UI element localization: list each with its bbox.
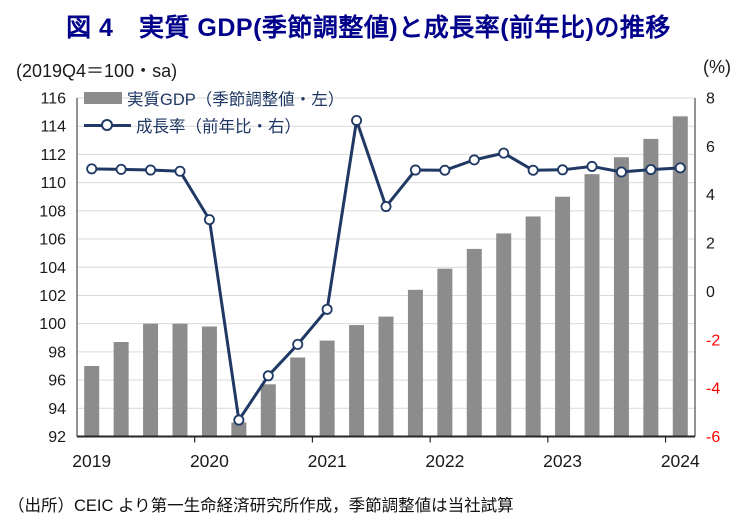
bar-2019Q4 (172, 323, 188, 437)
marker-2020Q1 (203, 214, 215, 226)
bar-2021Q2 (349, 325, 365, 437)
left-tick-label: 110 (40, 175, 66, 192)
x-year-label: 2019 (72, 451, 111, 471)
marker-2019Q2 (115, 163, 127, 175)
marker-2021Q4 (409, 164, 421, 176)
left-tick-label: 96 (48, 373, 66, 390)
gdp-bar-swatch-icon (84, 92, 122, 104)
right-tick-label: -4 (706, 381, 720, 398)
left-tick-label: 104 (39, 260, 66, 277)
chart-title: 図 4 実質 GDP(季節調整値)と成長率(前年比)の推移 (66, 14, 671, 42)
marker-2020Q4 (292, 338, 304, 350)
bar-2021Q1 (319, 340, 335, 437)
marker-2022Q3 (498, 147, 510, 159)
right-tick-label: -2 (706, 332, 720, 349)
marker-2019Q4 (174, 165, 186, 177)
left-tick-label: 100 (39, 316, 66, 333)
left-tick-label: 94 (48, 401, 66, 418)
bar-2020Q1 (201, 326, 217, 437)
marker-2023Q1 (557, 164, 569, 176)
right-tick-label: 4 (706, 187, 715, 204)
bar-2020Q4 (290, 357, 306, 437)
left-axis-unit-label: (2019Q4＝100・sa) (16, 61, 178, 81)
source-note: （出所）CEIC より第一生命経済研究所作成，季節調整値は当社試算 (8, 497, 514, 515)
bar-2021Q4 (407, 289, 423, 437)
marker-2021Q3 (380, 201, 392, 213)
bar-2021Q3 (378, 316, 394, 437)
left-tick-label: 112 (40, 147, 66, 164)
x-year-label: 2022 (425, 451, 464, 471)
legend-item-growth: 成長率（前年比・右） (84, 117, 344, 136)
left-tick-label: 108 (39, 203, 66, 220)
x-year-label: 2023 (543, 451, 582, 471)
left-tick-label: 114 (40, 119, 66, 136)
bar-2023Q3 (613, 157, 629, 437)
bar-2023Q2 (584, 174, 600, 437)
marker-2022Q1 (439, 164, 451, 176)
bar-2020Q2 (231, 422, 247, 437)
marker-2023Q4 (645, 164, 657, 176)
bar-2023Q1 (555, 196, 571, 437)
marker-2020Q3 (262, 370, 274, 382)
bar-2024Q1 (672, 116, 688, 437)
marker-2019Q1 (86, 163, 98, 175)
marker-2023Q2 (586, 160, 598, 172)
left-tick-label: 102 (39, 288, 66, 305)
right-tick-label: 0 (706, 284, 715, 301)
marker-2021Q1 (321, 303, 333, 315)
left-tick-label: 106 (39, 232, 66, 249)
marker-2020Q2 (233, 414, 245, 426)
bar-2022Q4 (525, 216, 541, 437)
x-year-label: 2020 (190, 451, 229, 471)
bar-2022Q1 (437, 268, 453, 437)
right-axis-unit-label: (%) (703, 57, 731, 77)
legend-label-growth: 成長率（前年比・右） (136, 118, 301, 136)
bar-2022Q2 (466, 248, 482, 437)
bar-2022Q3 (496, 233, 512, 437)
bar-2019Q3 (143, 323, 159, 437)
marker-2022Q2 (468, 154, 480, 166)
chart-legend: 実質GDP（季節調整値・左） 成長率（前年比・右） (84, 90, 344, 144)
right-tick-label: 8 (706, 91, 715, 108)
right-tick-label: 2 (706, 236, 715, 253)
left-tick-label: 98 (48, 344, 66, 361)
marker-2021Q2 (351, 114, 363, 126)
left-tick-label: 116 (40, 91, 66, 108)
left-tick-label: 92 (48, 429, 66, 446)
x-year-label: 2021 (308, 451, 347, 471)
legend-item-gdp: 実質GDP（季節調整値・左） (84, 90, 344, 109)
right-tick-label: 6 (706, 139, 715, 156)
marker-2023Q3 (615, 166, 627, 178)
marker-2024Q1 (674, 162, 686, 174)
x-year-label: 2024 (661, 451, 700, 471)
bar-2023Q4 (643, 138, 659, 437)
marker-2022Q4 (527, 164, 539, 176)
bar-2019Q1 (84, 365, 100, 437)
bar-2019Q2 (113, 342, 129, 437)
bar-2020Q3 (260, 384, 276, 437)
right-tick-label: -6 (706, 429, 720, 446)
marker-2019Q3 (145, 164, 157, 176)
growth-line-swatch-icon (84, 119, 131, 131)
legend-label-gdp: 実質GDP（季節調整値・左） (127, 91, 345, 109)
